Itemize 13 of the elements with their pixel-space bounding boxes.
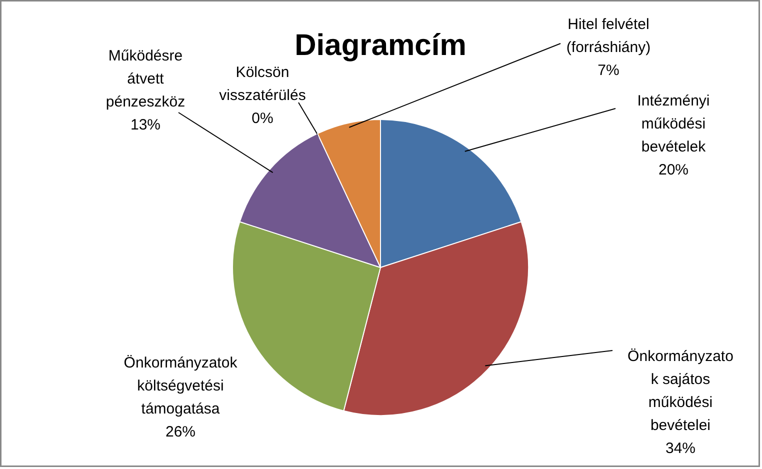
text: 0% [252,110,274,127]
data-label: 34% [665,440,696,457]
slice-label: Működésre átvett pénzeszköz [106,48,186,110]
slice-label: Intézményi működési bevételek [637,92,710,156]
slice-label: Önkormányzatok költségvetési támogatása [124,354,238,418]
data-label: 20% [658,161,689,178]
chart-title: Diagramcím [294,29,466,62]
slice-label: Önkormányzatok sajátos működési bevételei [628,348,734,434]
data-label: 26% [165,423,196,440]
slice-label: Hitel felvétel (forráshiány) [566,16,651,56]
data-label: 7% [598,62,620,79]
category-label: Kölcsön visszatérülés [219,64,306,104]
data-label: 13% [130,116,161,134]
